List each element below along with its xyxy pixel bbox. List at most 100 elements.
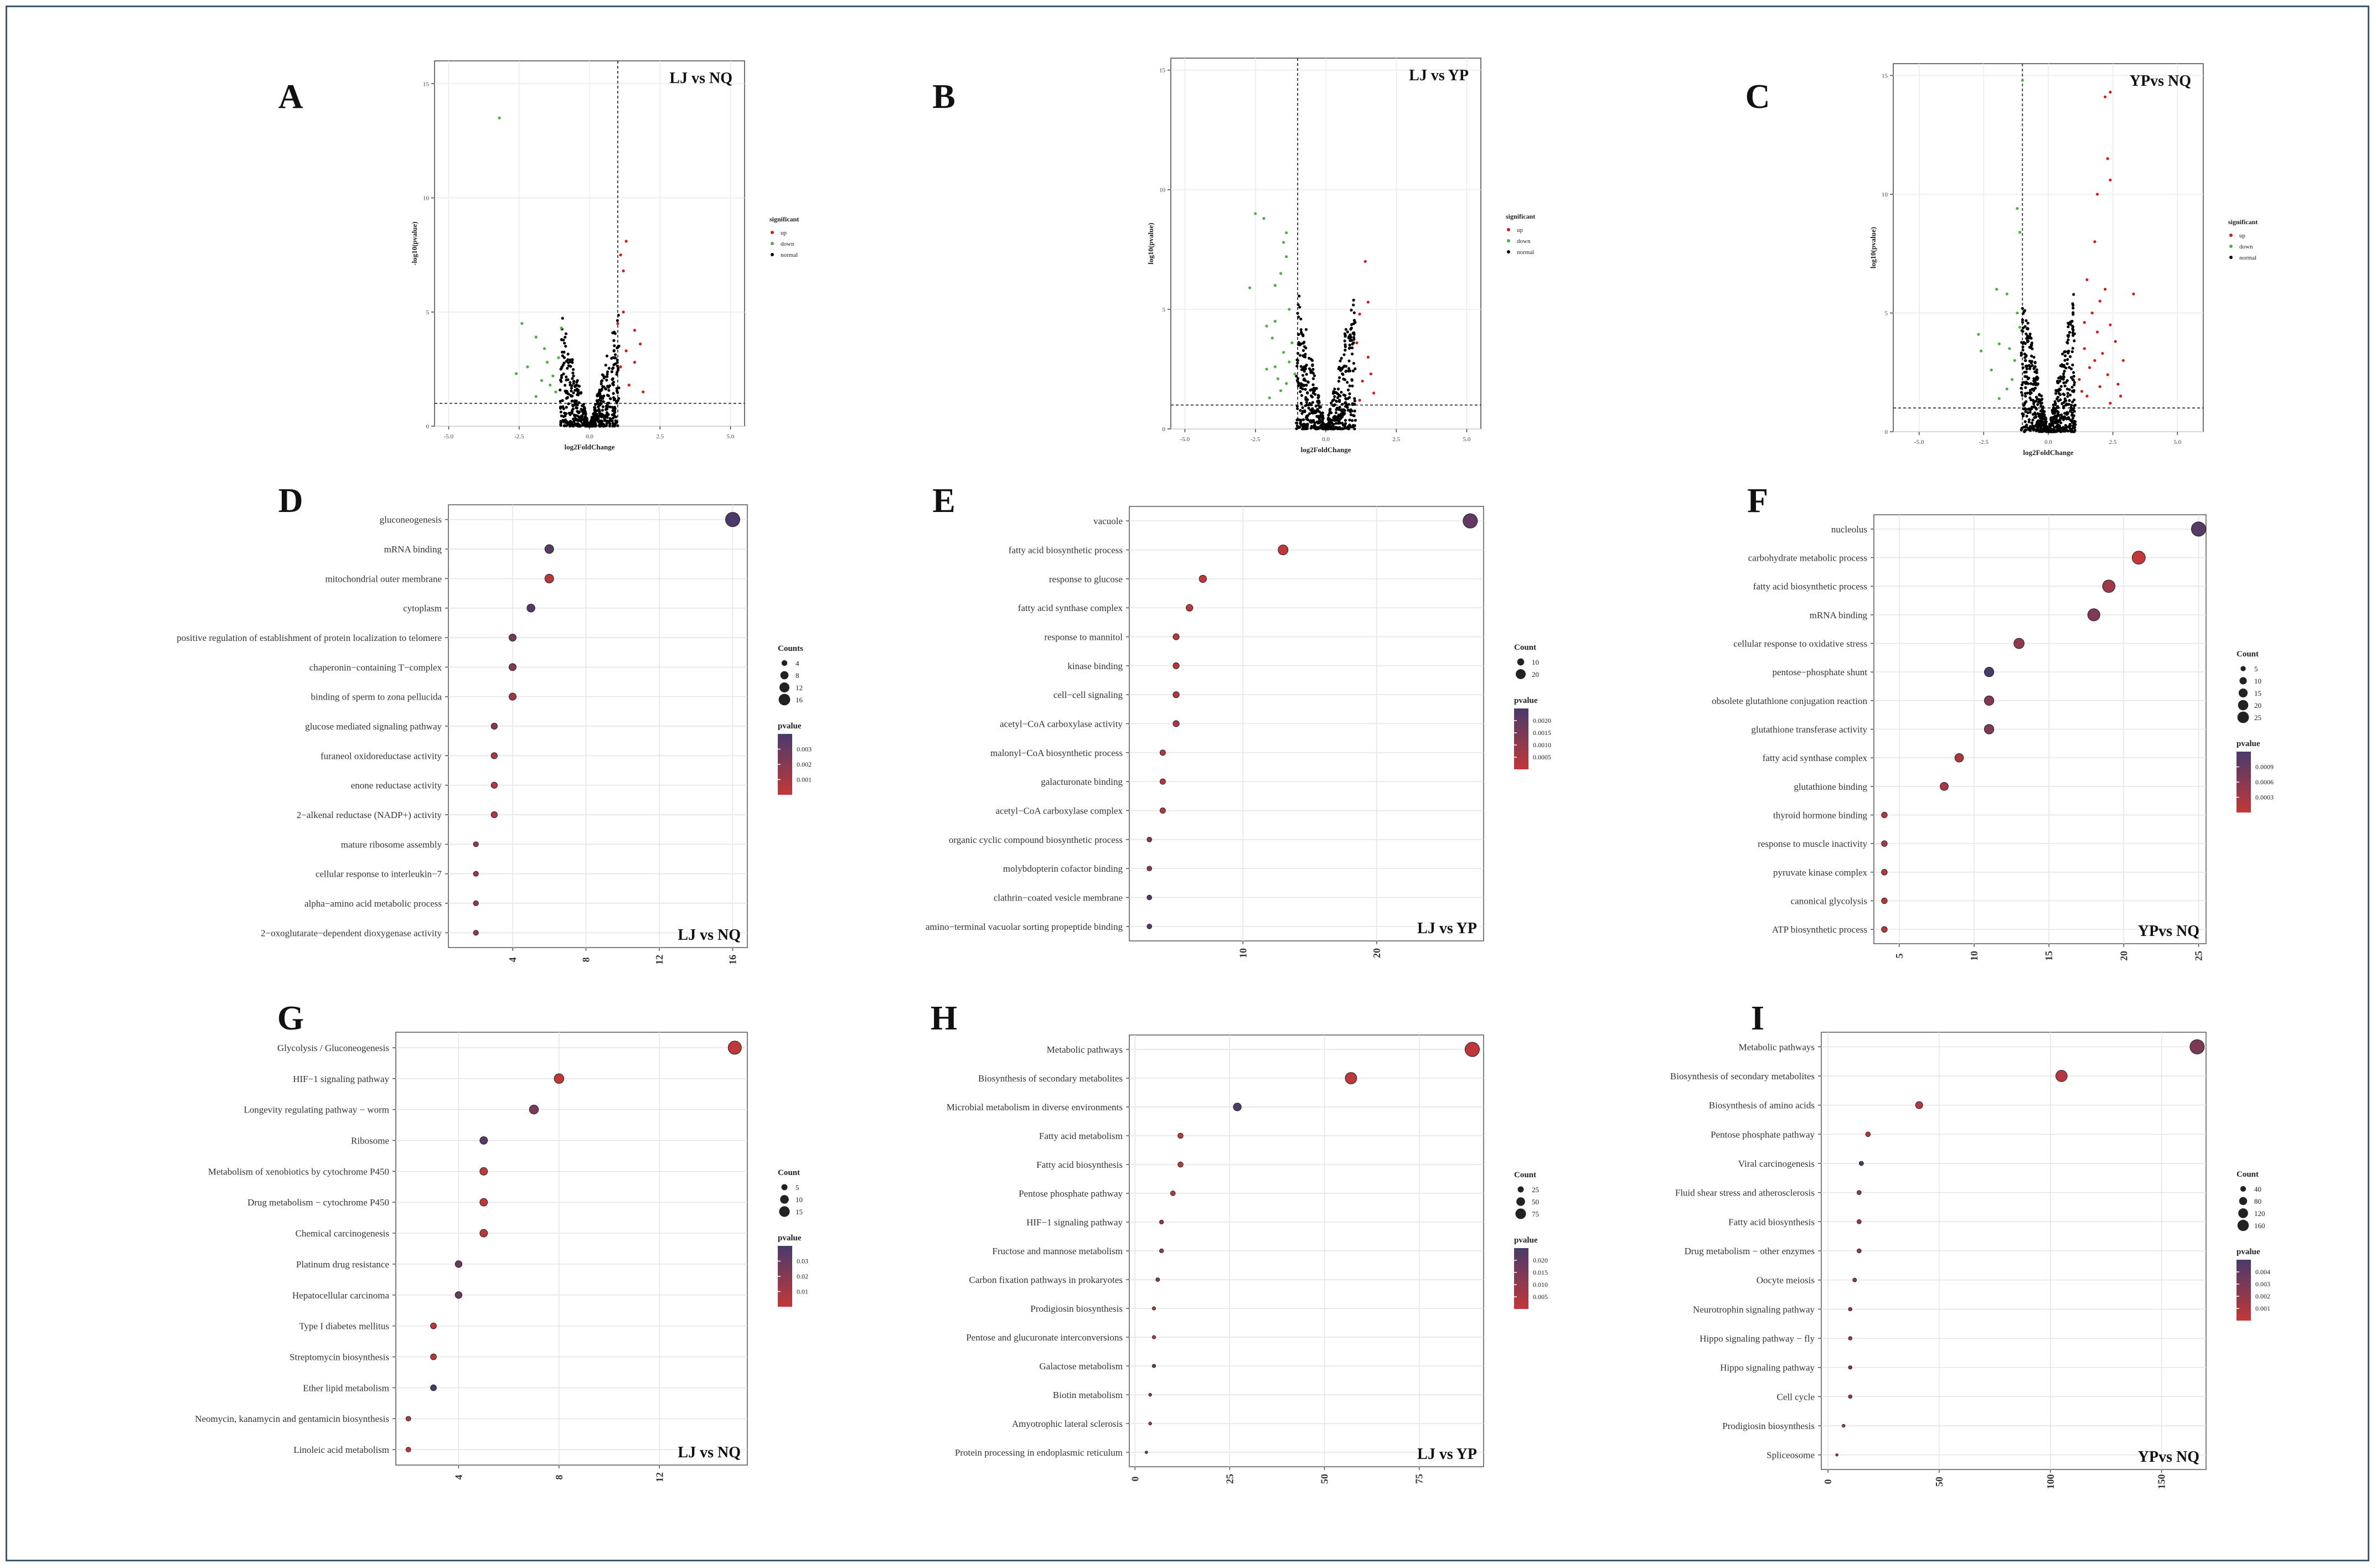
normal-point	[1295, 379, 1299, 382]
normal-point	[2041, 405, 2044, 408]
normal-point	[2057, 414, 2060, 417]
up-point	[2104, 95, 2107, 99]
normal-point	[1295, 424, 1299, 428]
term-label: Metabolic pathways	[1047, 1044, 1123, 1055]
normal-point	[2074, 420, 2077, 423]
normal-point	[614, 362, 617, 366]
normal-point	[2028, 411, 2032, 414]
term-label: Biosynthesis of secondary metabolites	[978, 1073, 1123, 1084]
x-axis-label: log2FoldChange	[1300, 446, 1351, 454]
down-point	[1285, 255, 1288, 258]
normal-point	[1352, 331, 1356, 334]
normal-point	[2066, 341, 2069, 345]
normal-point	[2059, 421, 2063, 425]
normal-point	[602, 385, 606, 389]
normal-point	[1354, 367, 1357, 370]
normal-point	[1304, 379, 1307, 382]
normal-point	[1299, 390, 1302, 394]
bubble-chart-d: gluconeogenesis mRNA binding mitochondrial…	[177, 504, 812, 965]
normal-point	[2024, 395, 2027, 398]
normal-point	[2071, 363, 2074, 366]
bubble-point	[1170, 1191, 1176, 1196]
normal-point	[2026, 411, 2029, 415]
bubble-point	[473, 900, 479, 907]
normal-point	[1349, 369, 1352, 372]
normal-point	[1337, 399, 1341, 402]
normal-point	[1296, 351, 1300, 355]
normal-point	[2025, 425, 2028, 428]
normal-point	[2027, 418, 2031, 421]
legend-label-up: up	[781, 230, 787, 236]
x-tick-label: 8	[554, 1475, 565, 1480]
down-point	[2011, 378, 2014, 381]
normal-point	[1351, 352, 1354, 356]
normal-point	[2053, 412, 2056, 415]
normal-point	[606, 372, 609, 376]
bubble-point	[1155, 1277, 1160, 1282]
normal-point	[1317, 415, 1320, 418]
normal-point	[611, 409, 614, 412]
term-label: Neomycin, kanamycin and gentamicin biosy…	[195, 1414, 389, 1424]
normal-point	[1313, 409, 1316, 412]
normal-point	[582, 406, 586, 409]
normal-point	[1344, 418, 1347, 422]
normal-point	[1336, 422, 1340, 425]
normal-point	[1311, 364, 1314, 367]
normal-point	[569, 383, 572, 387]
bubble-chart-e: vacuole fatty acid biosynthetic process re…	[926, 506, 1551, 958]
normal-point	[1350, 308, 1353, 312]
normal-point	[2021, 381, 2024, 384]
volcano-title: YPvs NQ	[2130, 73, 2191, 90]
normal-point	[2024, 359, 2027, 363]
normal-point	[616, 319, 619, 322]
normal-point	[2041, 410, 2044, 413]
legend-swatch-up	[1507, 228, 1510, 231]
term-label: clathrin−coated vesicle membrane	[994, 893, 1123, 903]
normal-point	[1303, 340, 1306, 344]
normal-point	[2055, 397, 2059, 401]
normal-point	[2024, 410, 2027, 413]
down-point	[520, 322, 524, 325]
normal-point	[2062, 426, 2065, 429]
panel-letter-a: A	[278, 78, 303, 116]
normal-point	[1305, 384, 1308, 387]
normal-point	[2037, 424, 2041, 427]
normal-point	[1342, 353, 1346, 356]
normal-point	[2049, 416, 2053, 420]
normal-point	[1313, 423, 1316, 427]
term-label: kinase binding	[1067, 661, 1123, 671]
normal-point	[2035, 375, 2039, 379]
normal-point	[1313, 374, 1316, 377]
normal-point	[2068, 366, 2071, 369]
normal-point	[600, 382, 603, 386]
normal-point	[2020, 391, 2023, 394]
term-label: Pentose phosphate pathway	[1019, 1188, 1123, 1199]
normal-point	[1353, 397, 1356, 400]
bubble-point	[1148, 1421, 1152, 1426]
chart-title: LJ vs YP	[1417, 1446, 1477, 1463]
down-point	[546, 360, 549, 364]
normal-point	[1309, 389, 1312, 392]
normal-point	[559, 406, 562, 409]
color-legend-label: 0.020	[1533, 1256, 1548, 1264]
normal-point	[585, 419, 588, 423]
normal-point	[572, 420, 576, 423]
bubble-point	[479, 1136, 488, 1145]
down-point	[2021, 79, 2024, 82]
normal-point	[2072, 416, 2075, 420]
term-label: mitochondrial outer membrane	[325, 573, 442, 584]
normal-point	[2023, 325, 2027, 328]
bubble-point	[479, 1198, 488, 1207]
term-label: Amyotrophic lateral sclerosis	[1012, 1419, 1123, 1429]
normal-point	[570, 410, 574, 413]
bubble-point	[405, 1416, 411, 1422]
normal-point	[2070, 350, 2074, 354]
up-point	[642, 390, 645, 394]
normal-point	[561, 405, 565, 408]
normal-point	[2028, 389, 2032, 392]
size-legend-label: 120	[2254, 1209, 2265, 1218]
term-label: Fluid shear stress and atherosclerosis	[1675, 1188, 1815, 1198]
normal-point	[1351, 402, 1354, 405]
term-label: fatty acid biosynthetic process	[1753, 581, 1867, 592]
normal-point	[601, 422, 605, 426]
